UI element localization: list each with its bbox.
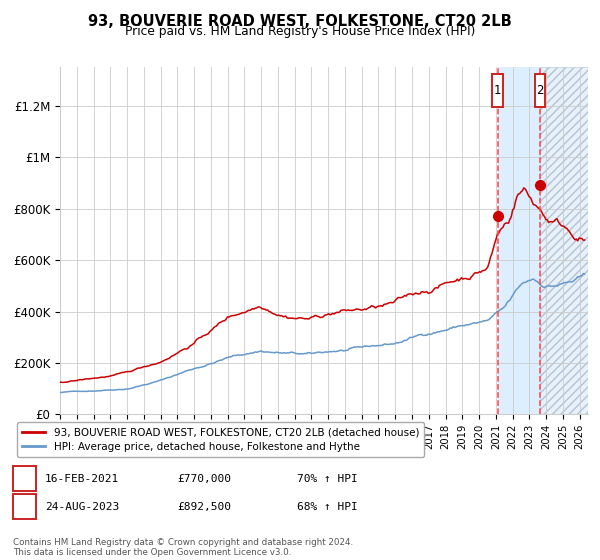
FancyBboxPatch shape: [535, 73, 545, 107]
Text: £770,000: £770,000: [177, 474, 231, 484]
Text: 68% ↑ HPI: 68% ↑ HPI: [297, 502, 358, 512]
Text: 2: 2: [536, 84, 544, 97]
FancyBboxPatch shape: [493, 73, 503, 107]
Text: £892,500: £892,500: [177, 502, 231, 512]
Text: Price paid vs. HM Land Registry's House Price Index (HPI): Price paid vs. HM Land Registry's House …: [125, 25, 475, 38]
Text: 16-FEB-2021: 16-FEB-2021: [45, 474, 119, 484]
Bar: [498, 67, 540, 414]
Text: 1: 1: [21, 474, 28, 484]
Text: 24-AUG-2023: 24-AUG-2023: [45, 502, 119, 512]
Legend: 93, BOUVERIE ROAD WEST, FOLKESTONE, CT20 2LB (detached house), HPI: Average pric: 93, BOUVERIE ROAD WEST, FOLKESTONE, CT20…: [17, 422, 424, 457]
Text: 70% ↑ HPI: 70% ↑ HPI: [297, 474, 358, 484]
Text: Contains HM Land Registry data © Crown copyright and database right 2024.
This d: Contains HM Land Registry data © Crown c…: [13, 538, 353, 557]
Text: 93, BOUVERIE ROAD WEST, FOLKESTONE, CT20 2LB: 93, BOUVERIE ROAD WEST, FOLKESTONE, CT20…: [88, 14, 512, 29]
Text: 2: 2: [21, 502, 28, 512]
Text: 1: 1: [494, 84, 502, 97]
Bar: [540, 67, 588, 414]
